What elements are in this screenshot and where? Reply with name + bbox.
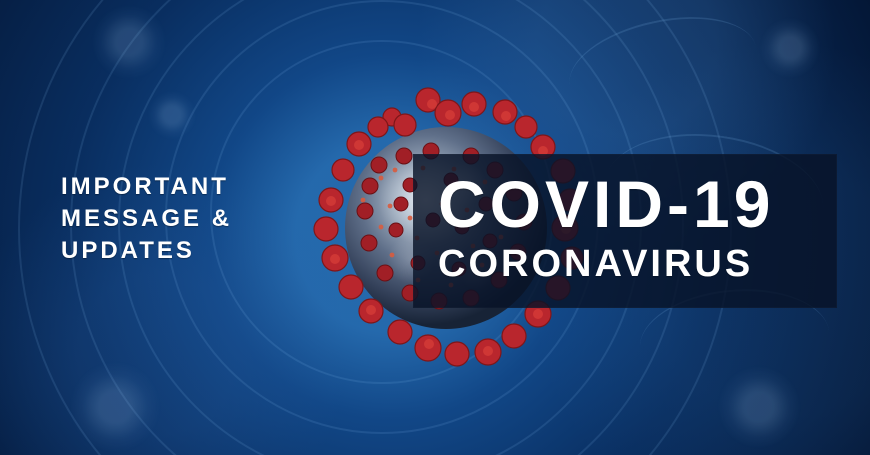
title-panel: COVID-19 CORONAVIRUS (413, 154, 837, 308)
background-virus-blur (70, 362, 160, 452)
message-line-2: MESSAGE & (61, 205, 233, 232)
background-virus-blur (148, 91, 196, 139)
background-virus-blur (760, 18, 820, 78)
background-virus-blur (92, 5, 166, 79)
covid-title: COVID-19 (438, 167, 775, 241)
message-line-3: UPDATES (61, 237, 195, 264)
background-virus-blur (718, 366, 800, 448)
important-message-text: IMPORTANT MESSAGE & UPDATES (61, 171, 232, 267)
coronavirus-subtitle: CORONAVIRUS (438, 243, 754, 285)
message-line-1: IMPORTANT (61, 173, 229, 200)
